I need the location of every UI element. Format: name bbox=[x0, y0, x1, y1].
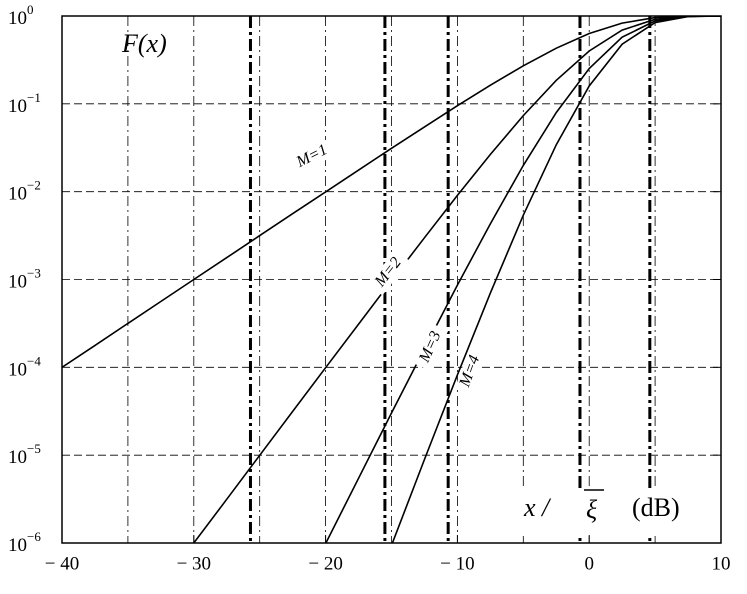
x-tick-label: − 30 bbox=[177, 553, 211, 574]
x-label-unit: (dB) bbox=[632, 493, 680, 522]
y-tick-label: 100 bbox=[8, 2, 34, 29]
y-tick-exp: −2 bbox=[27, 178, 41, 193]
y-label: F(x) bbox=[121, 29, 167, 58]
y-tick-exp: −5 bbox=[27, 441, 41, 456]
y-tick-base: 10 bbox=[8, 8, 27, 29]
x-tick-label: 0 bbox=[584, 553, 594, 574]
curve bbox=[193, 16, 721, 543]
curve bbox=[325, 16, 721, 543]
grid bbox=[61, 15, 722, 544]
x-tick-label: − 20 bbox=[308, 553, 342, 574]
y-tick-label: 10−2 bbox=[8, 178, 41, 205]
y-tick-label: 10−6 bbox=[8, 529, 41, 556]
label-bg bbox=[288, 138, 337, 175]
curve bbox=[62, 16, 721, 368]
y-tick-exp: −3 bbox=[27, 265, 41, 280]
y-tick-label: 10−5 bbox=[8, 441, 41, 468]
y-tick-base: 10 bbox=[8, 448, 27, 469]
y-tick-exp: 0 bbox=[27, 2, 34, 17]
y-tick-base: 10 bbox=[8, 272, 27, 293]
label-bg bbox=[515, 488, 705, 534]
x-tick-label: − 40 bbox=[45, 553, 79, 574]
label-bg bbox=[368, 249, 410, 296]
y-tick-base: 10 bbox=[8, 535, 27, 556]
y-tick-exp: −4 bbox=[27, 353, 41, 368]
y-tick-base: 10 bbox=[8, 96, 27, 117]
y-tick-label: 10−4 bbox=[8, 353, 41, 380]
y-tick-exp: −6 bbox=[27, 529, 41, 544]
y-tick-label: 10−3 bbox=[8, 265, 41, 292]
x-label-sym: ξ bbox=[586, 495, 598, 524]
curve bbox=[391, 16, 721, 543]
y-tick-label: 10−1 bbox=[8, 90, 41, 117]
x-tick-label: − 10 bbox=[440, 553, 474, 574]
x-label-var: x / bbox=[523, 493, 552, 522]
x-tick-label: 10 bbox=[712, 553, 731, 574]
y-tick-base: 10 bbox=[8, 360, 27, 381]
label-bg bbox=[454, 347, 487, 396]
y-tick-exp: −1 bbox=[27, 90, 41, 105]
label-bg bbox=[413, 323, 449, 371]
y-tick-base: 10 bbox=[8, 184, 27, 205]
